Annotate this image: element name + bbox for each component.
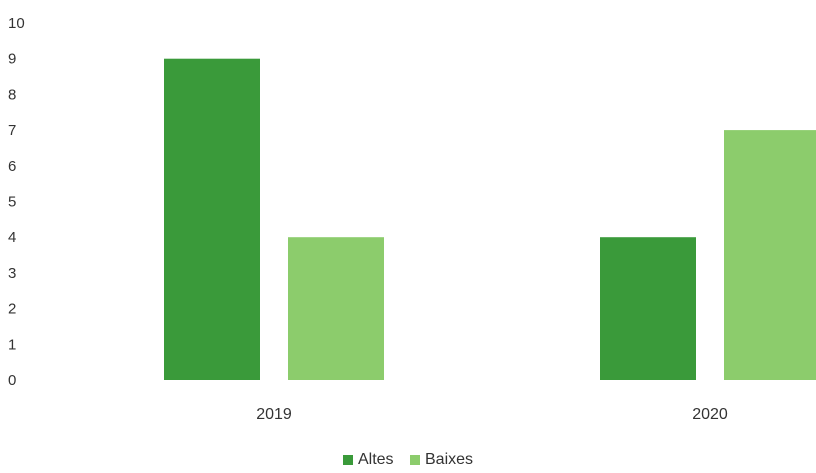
bar-baixes-2020 <box>724 130 816 380</box>
legend-item-baixes: Baixes <box>410 451 473 469</box>
legend-item-altes: Altes <box>342 451 394 469</box>
bars <box>164 58 816 380</box>
bar-chart: 0 1 2 3 4 5 6 7 8 9 10 2019 2020 <box>8 15 816 423</box>
legend-swatch-baixes <box>410 455 420 465</box>
y-tick-label: 6 <box>8 158 16 175</box>
bar-altes-2020 <box>600 237 696 380</box>
y-tick-label: 5 <box>8 194 16 211</box>
y-tick-label: 7 <box>8 122 16 139</box>
y-tick-label: 8 <box>8 86 16 103</box>
legend-swatch-altes <box>342 455 353 465</box>
y-tick-label: 0 <box>8 372 16 389</box>
y-tick-label: 9 <box>8 51 16 68</box>
legend-label-altes: Altes <box>357 451 394 468</box>
x-axis: 2019 2020 <box>256 406 728 423</box>
x-tick-label: 2019 <box>256 406 292 423</box>
y-tick-label: 3 <box>8 265 16 282</box>
legend: Altes Baixes <box>0 451 816 470</box>
y-tick-label: 1 <box>8 336 16 353</box>
y-tick-label: 2 <box>8 301 16 318</box>
x-tick-label: 2020 <box>692 406 728 423</box>
legend-label-baixes: Baixes <box>425 451 474 468</box>
bar-baixes-2019 <box>288 237 384 380</box>
y-tick-label: 4 <box>8 229 16 246</box>
bar-altes-2019 <box>164 58 260 380</box>
y-axis: 0 1 2 3 4 5 6 7 8 9 10 <box>8 15 25 389</box>
y-tick-label: 10 <box>8 15 25 32</box>
